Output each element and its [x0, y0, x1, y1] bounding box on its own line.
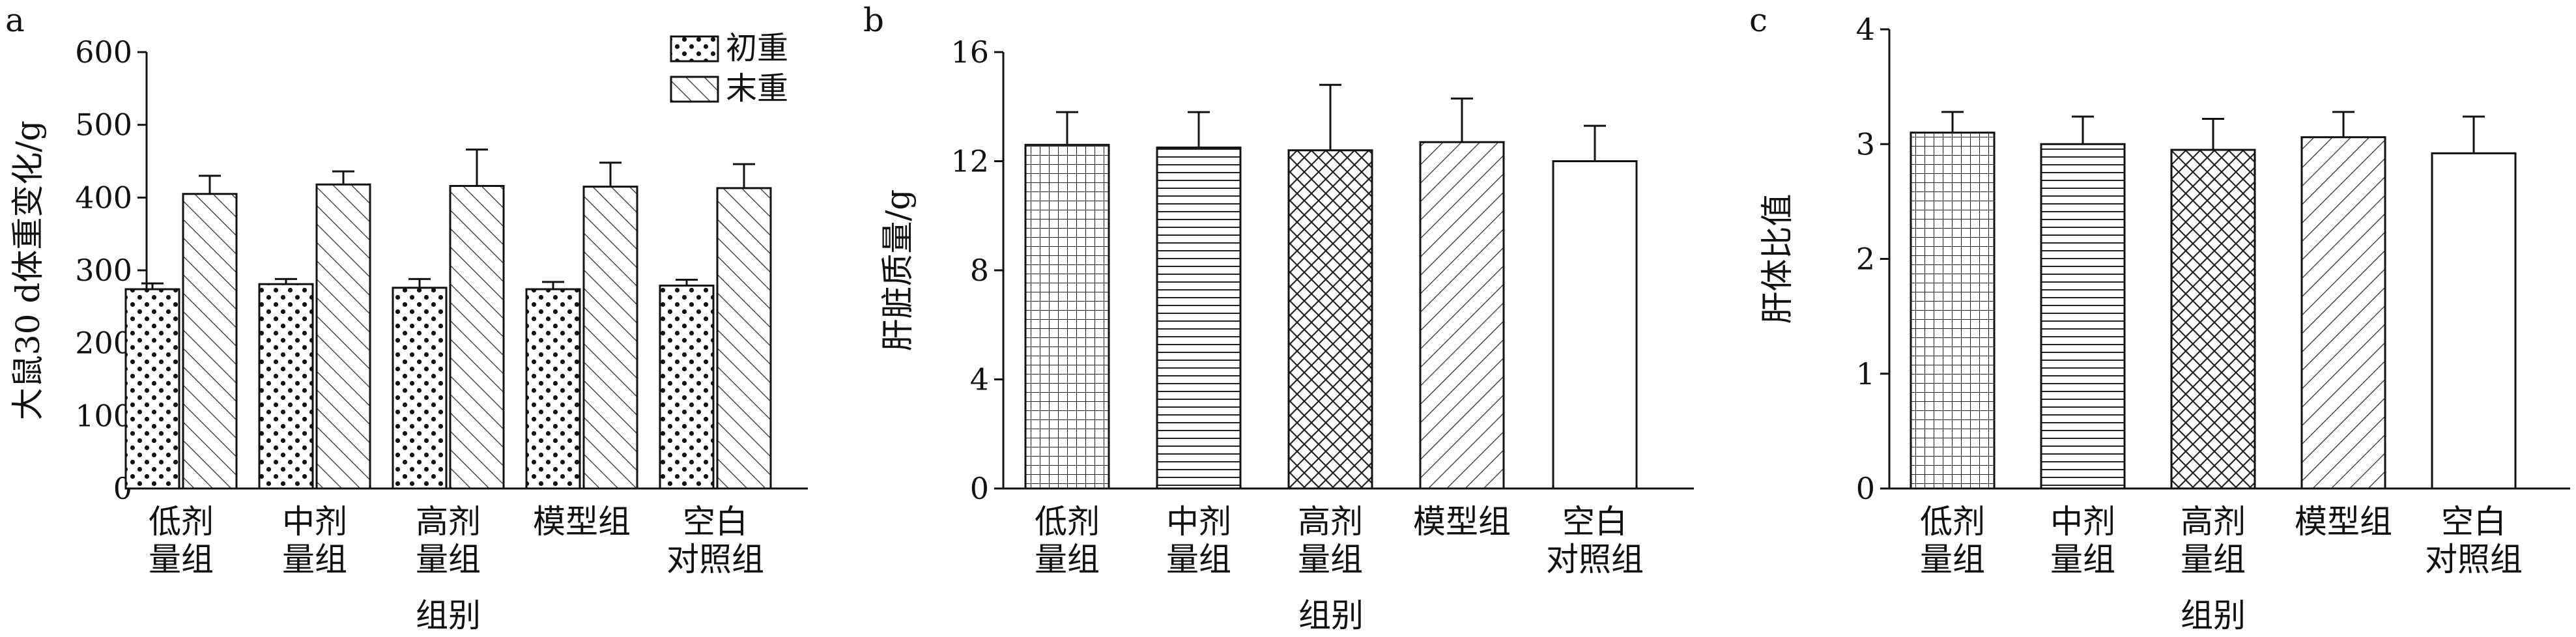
- x-category-label: 对照组: [666, 541, 764, 578]
- bar: [2431, 152, 2517, 490]
- x-category-label: 模型组: [2295, 503, 2392, 541]
- y-tick-label: 16: [951, 35, 989, 70]
- x-category-label: 高剂: [2181, 503, 2246, 541]
- bar: [659, 284, 715, 490]
- x-category-label: 空白: [683, 503, 748, 541]
- x-category-label: 对照组: [2425, 541, 2523, 578]
- panel-letter: a: [5, 1, 25, 39]
- x-category-label: 量组: [282, 541, 347, 578]
- y-axis-label: 肝体比值: [1758, 194, 1796, 324]
- x-category-label: 空白: [1562, 503, 1627, 541]
- bar: [582, 186, 638, 490]
- panel-letter: b: [863, 1, 884, 39]
- y-tick-label: 200: [75, 326, 132, 361]
- x-category-label: 中剂: [282, 503, 347, 541]
- bar: [392, 287, 448, 490]
- x-category-label: 量组: [1166, 541, 1231, 578]
- y-tick-label: 3: [1856, 126, 1875, 162]
- bar: [182, 193, 238, 490]
- y-tick-label: 8: [970, 253, 989, 288]
- y-tick-label: 400: [75, 180, 132, 215]
- x-category-label: 量组: [149, 541, 214, 578]
- bar: [258, 283, 314, 490]
- x-category-label: 量组: [416, 541, 481, 578]
- bar: [2300, 136, 2386, 490]
- x-category-label: 低剂: [1035, 503, 1100, 541]
- x-category-label: 量组: [2050, 541, 2115, 578]
- bar: [2040, 143, 2126, 490]
- bar: [1156, 147, 1242, 490]
- bar: [449, 184, 505, 490]
- x-category-label: 中剂: [2050, 503, 2115, 541]
- y-tick-label: 300: [75, 253, 132, 288]
- x-category-label: 量组: [2181, 541, 2246, 578]
- x-category-label: 模型组: [533, 503, 631, 541]
- x-axis-label: 组别: [2181, 597, 2246, 634]
- x-category-label: 低剂: [1920, 503, 1985, 541]
- bar: [124, 288, 180, 490]
- bar: [525, 288, 581, 490]
- y-axis-label: 肝脏质量/g: [879, 190, 917, 352]
- x-category-label: 量组: [1920, 541, 1985, 578]
- bar: [1910, 132, 1996, 490]
- x-axis-label: 组别: [416, 597, 481, 634]
- bar: [716, 187, 772, 490]
- x-category-label: 高剂: [416, 503, 481, 541]
- x-category-label: 量组: [1298, 541, 1363, 578]
- bar: [1552, 160, 1638, 490]
- y-tick-label: 500: [75, 107, 132, 143]
- x-category-label: 量组: [1035, 541, 1100, 578]
- bar: [2170, 149, 2256, 490]
- legend-label: 末重: [726, 70, 788, 107]
- y-tick-label: 1: [1856, 356, 1875, 391]
- x-category-label: 空白: [2441, 503, 2506, 541]
- legend-label: 初重: [726, 30, 788, 66]
- legend-swatch: [670, 35, 719, 63]
- x-axis-label: 组别: [1298, 597, 1364, 634]
- panel-letter: c: [1749, 1, 1767, 39]
- y-tick-label: 100: [75, 398, 132, 433]
- x-category-label: 对照组: [1546, 541, 1644, 578]
- bar: [1419, 141, 1505, 490]
- legend-swatch: [670, 76, 719, 103]
- y-tick-label: 12: [951, 144, 989, 179]
- y-tick-label: 2: [1856, 242, 1875, 277]
- y-tick-label: 4: [970, 362, 989, 397]
- y-axis-label: 大鼠30 d体重变化/g: [9, 120, 47, 420]
- x-category-label: 中剂: [1166, 503, 1231, 541]
- y-tick-label: 600: [75, 35, 132, 70]
- bar: [1287, 149, 1373, 490]
- y-tick-label: 4: [1856, 12, 1875, 47]
- y-tick-label: 0: [1856, 471, 1875, 506]
- x-category-label: 低剂: [149, 503, 214, 541]
- y-tick-label: 0: [970, 471, 989, 506]
- x-category-label: 高剂: [1298, 503, 1363, 541]
- x-category-label: 模型组: [1413, 503, 1511, 541]
- bar: [315, 183, 371, 490]
- bar: [1024, 143, 1110, 490]
